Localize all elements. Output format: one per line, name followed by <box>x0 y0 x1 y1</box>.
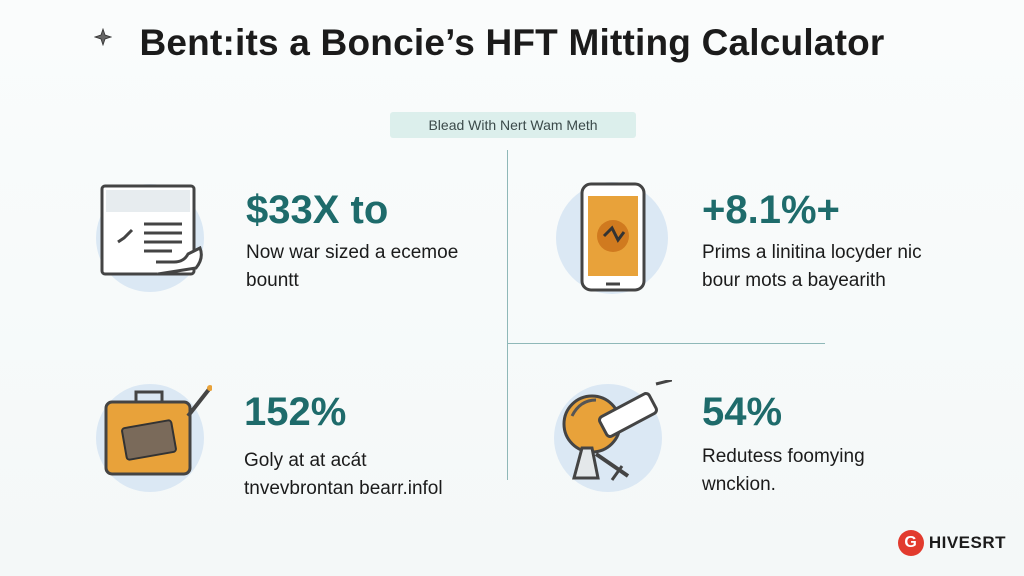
subtitle-badge: Blead With Nert Wam Meth <box>390 112 636 138</box>
horizontal-divider <box>507 343 825 344</box>
stat-value: $33X to <box>246 188 389 232</box>
page-title: Bent:its a Boncie’s HFT Mitting Calculat… <box>139 22 885 63</box>
stat-description-line1: Prims a linitina locyder nic <box>702 242 922 263</box>
stat-value: 54% <box>702 390 783 434</box>
stat-card-3: 152% Goly at at acát tnvevbrontan bearr.… <box>92 380 492 520</box>
vertical-divider <box>507 150 508 480</box>
stat-description-line2: tnvevbrontan bearr.infol <box>244 478 443 499</box>
stat-value: +8.1%+ <box>702 188 840 232</box>
briefcase-tag-icon <box>92 380 212 500</box>
stat-description-line2: bour mots a bayearith <box>702 270 886 291</box>
stat-card-1: $33X to Now war sized a ecemoe bountt <box>92 178 492 318</box>
brand-mark: G HIVESRT <box>897 528 1006 558</box>
phone-chart-icon <box>552 178 672 298</box>
document-check-icon <box>92 178 212 298</box>
sparkle-icon <box>94 28 112 46</box>
brand-logo-icon: G <box>897 530 924 556</box>
stat-description-line2: wnckion. <box>702 474 776 495</box>
stat-description-line2: bountt <box>246 270 299 291</box>
brand-name: HIVESRT <box>928 533 1006 552</box>
stat-description-line1: Goly at at acát <box>244 450 367 471</box>
telescope-tool-icon <box>552 380 672 500</box>
stat-value: 152% <box>244 390 347 434</box>
stat-description-line1: Now war sized a ecemoe <box>246 242 459 263</box>
stat-card-4: 54% Redutess foomying wnckion. <box>552 380 952 520</box>
stat-card-2: +8.1%+ Prims a linitina locyder nic bour… <box>552 178 952 318</box>
stat-description-line1: Redutess foomying <box>702 446 865 467</box>
